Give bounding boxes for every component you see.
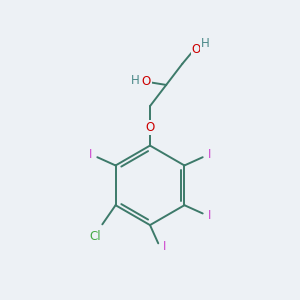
- Text: H: H: [131, 74, 140, 87]
- Text: I: I: [163, 240, 166, 253]
- Text: O: O: [192, 44, 201, 56]
- Text: I: I: [89, 148, 92, 161]
- Text: Cl: Cl: [89, 230, 101, 243]
- Text: I: I: [208, 148, 211, 161]
- Text: O: O: [146, 121, 154, 134]
- Text: O: O: [142, 76, 151, 88]
- Text: H: H: [201, 37, 209, 50]
- Text: I: I: [208, 209, 211, 222]
